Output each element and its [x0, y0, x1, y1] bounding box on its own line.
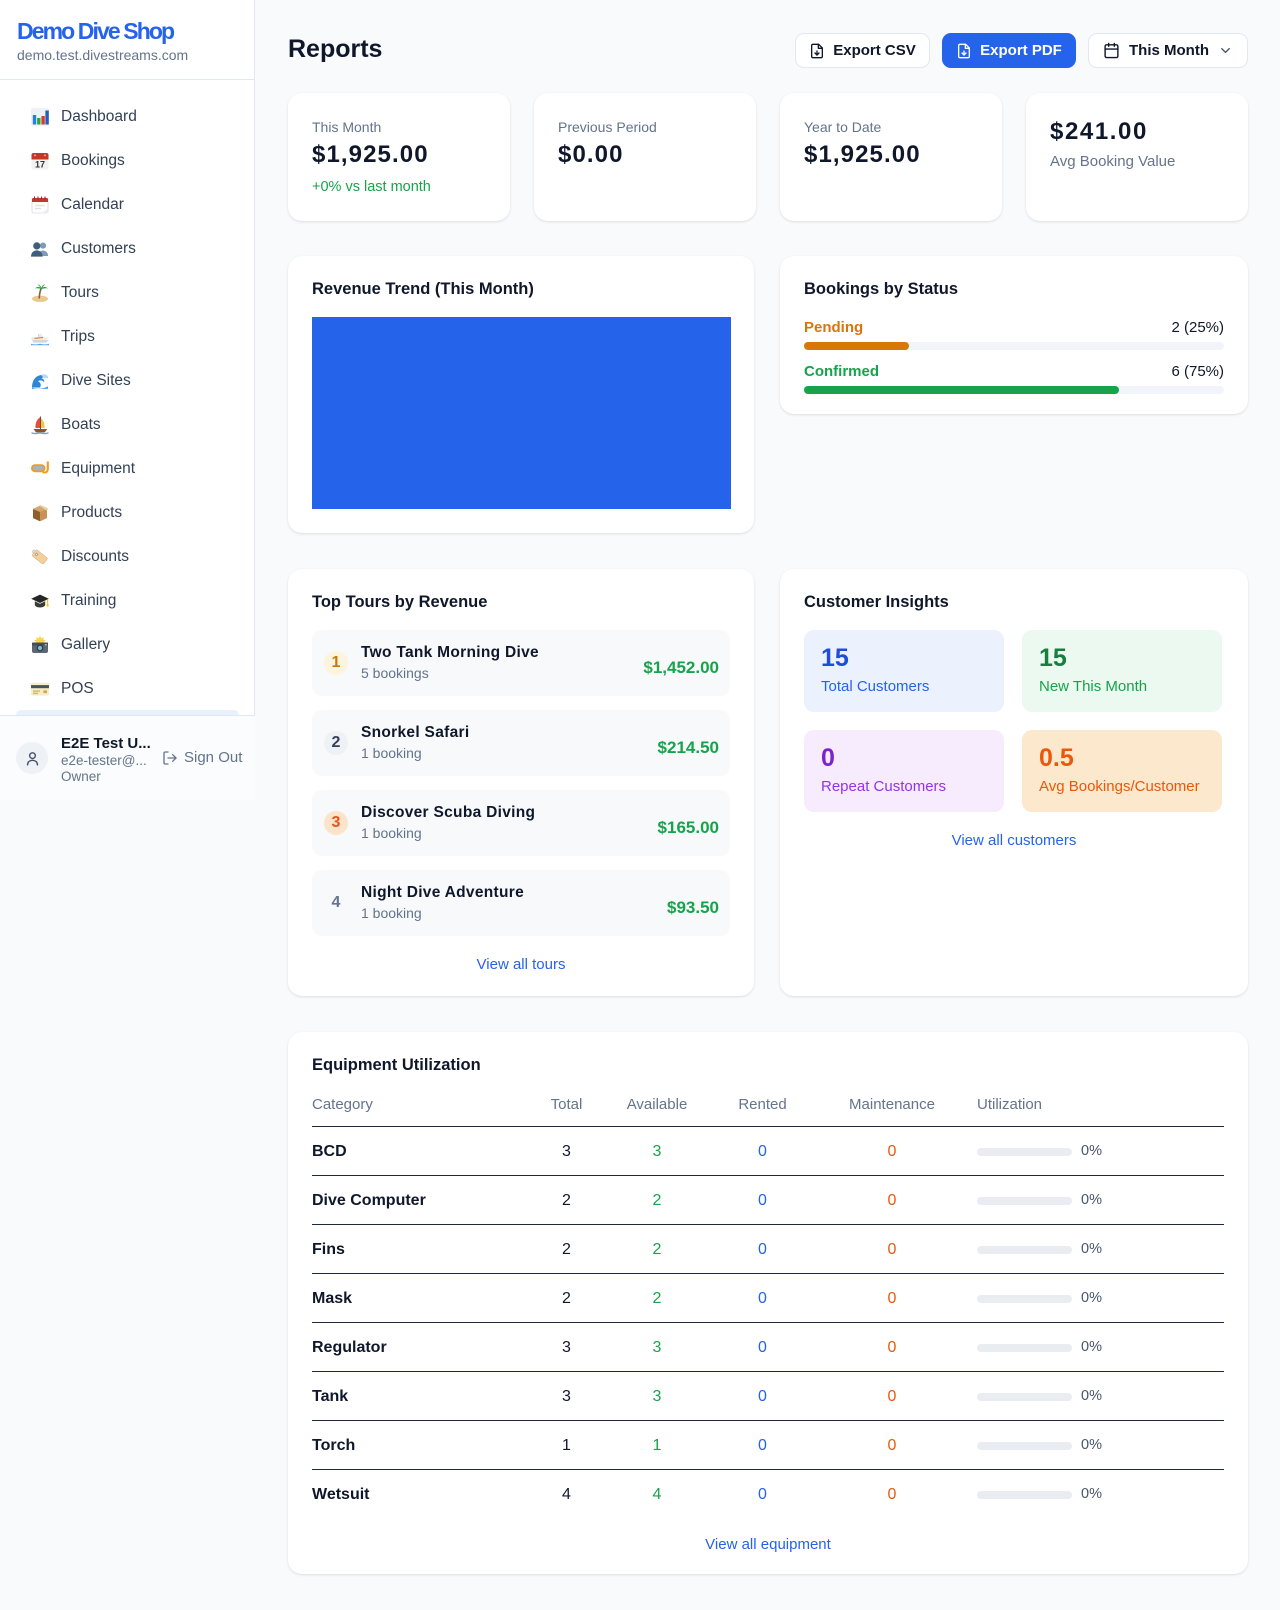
svg-text:17: 17 [35, 160, 45, 170]
